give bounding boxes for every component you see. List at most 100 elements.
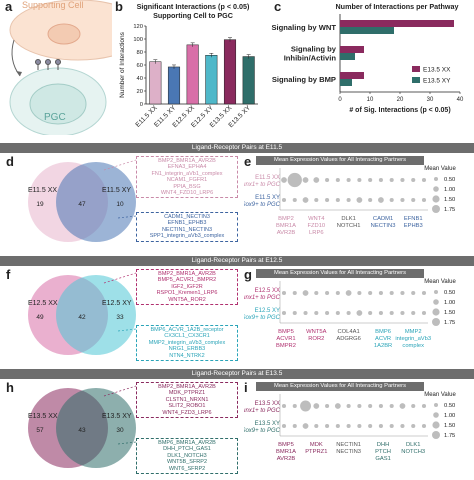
expression-dot	[292, 290, 297, 296]
cell-schematic	[9, 0, 112, 135]
chart-b-ytick-label: 100	[133, 37, 143, 43]
dot-row-sublabel: Runx1+ to PGC	[244, 182, 281, 188]
expression-dot	[325, 403, 330, 409]
expression-dot	[368, 403, 373, 409]
expression-dot	[314, 197, 319, 203]
dot-column-label: NECTIN3	[371, 223, 396, 229]
venn-xy-count: 33	[116, 314, 124, 321]
ligand-receptor-icons	[35, 59, 61, 70]
chart-c-bar	[340, 79, 352, 86]
ligand-receptor-pair: EFNA3_EPHA4	[167, 164, 207, 171]
expression-dot	[411, 177, 416, 183]
supporting-cell-nucleus	[47, 23, 81, 45]
chart-c-category-label: Signaling by BMP	[272, 75, 336, 84]
venn-shared-count: 47	[78, 201, 86, 208]
expression-dot	[411, 197, 416, 203]
chart-b-ytick-label: 120	[133, 24, 143, 30]
expression-dot	[400, 423, 405, 429]
ligand-receptor-pair: NCAM1_FGFR1	[166, 177, 208, 184]
expression-dot	[399, 403, 406, 409]
venn-shared-count: 43	[78, 427, 86, 434]
ligand-receptor-pair: DLK1_NOTCH3	[167, 452, 207, 459]
expression-dot	[281, 403, 287, 409]
xy-specific-pairs: BMP6_ACVR_1A2B_receptor CX3CL1_CX3CR1 MMP2…	[136, 325, 238, 362]
chart-b-ytick-label: 20	[137, 89, 143, 95]
dot-letter: g	[244, 267, 252, 282]
dot-column-label: WNT5A	[306, 329, 326, 335]
ligand-receptor-pair: BMP6_BMR1A_AVR2B	[158, 440, 216, 446]
venn-letter: f	[6, 267, 11, 282]
legend-title: Mean Value	[424, 392, 456, 398]
venn-xy-label: E12.5 XY	[102, 300, 132, 307]
expression-dot	[325, 290, 330, 296]
expression-dot	[421, 403, 427, 409]
dot-column-label: LRP6	[309, 230, 324, 236]
expression-dot	[411, 403, 416, 409]
expression-dot	[378, 177, 383, 183]
dot-row-sublabel: Sox9+ to PGC	[244, 315, 281, 321]
expression-dot	[378, 290, 383, 296]
expression-dot	[314, 423, 319, 429]
ligand-receptor-pair: NECTIN1_NECTIN3	[161, 226, 213, 233]
chart-b-title: Significant Interactions (p < 0.05)	[136, 2, 250, 11]
dot-column-label: ROR2	[308, 336, 324, 342]
expression-dot	[292, 423, 297, 429]
ligand-receptor-pair: BMP2_BMR1A_AVR2B	[158, 384, 216, 390]
dot-column-label: BMP5	[278, 442, 294, 448]
legend-dot	[433, 186, 439, 192]
expression-dot	[357, 290, 362, 296]
ligand-receptor-pair: BMP2_BMR1A_AVR2B	[158, 158, 216, 164]
dot-column-label: AVR2B	[277, 456, 296, 462]
dot-column-label: NECTIN1	[336, 442, 361, 448]
legend-value: 1.75	[444, 320, 455, 326]
expression-dot	[292, 310, 297, 316]
expression-dot	[335, 290, 340, 296]
venn-xy-label: E13.5 XY	[102, 413, 132, 420]
dot-row-sublabel: Sox9+ to PGC	[244, 202, 281, 208]
venn-xx-label: E12.5 XX	[28, 300, 58, 307]
expression-dot	[287, 172, 302, 188]
expression-dot	[368, 290, 373, 296]
chart-c-xtick-label: 20	[397, 97, 404, 103]
dot-column-label: WNT4	[308, 216, 325, 222]
chart-c-category-label: Signaling by WNT	[271, 23, 336, 32]
expression-dot	[389, 423, 394, 429]
dot-column-label: EPHB3	[404, 223, 423, 229]
xy-specific-pairs: CADM1_NECTIN3 EFNB1_EPHB3 NECTIN1_NECTIN3 S…	[136, 212, 238, 242]
legend-value: 1.50	[444, 310, 455, 316]
expression-dot	[368, 310, 373, 316]
venn-diagram: E13.5 XX E13.5 XY 57 43 30	[28, 385, 137, 468]
chart-c-xlabel: # of Sig. Interactions (p < 0.05)	[349, 107, 450, 114]
ligand-receptor-pair: BMP2_BMR1A_AVR2B	[158, 271, 216, 277]
dot-column-label: ADGRG6	[336, 336, 360, 342]
dot-column-label: BMR1A	[276, 223, 296, 229]
panel-c: c Number of Interactions per Pathway 0 10…	[262, 0, 474, 140]
chart-b-ytick-label: 60	[137, 63, 143, 69]
expression-dot	[302, 177, 309, 183]
expression-dot	[281, 177, 287, 183]
expression-dot	[325, 310, 330, 316]
xy-specific-pairs: BMP6_BMR1A_AVR2B DHH_PTCH_GAS1 DLK1_NOTCH3…	[136, 438, 238, 475]
ligand-receptor-pair: MDK_PTPRZ1	[168, 390, 206, 397]
ligand-receptor-pair: WNT4_FZD3_LRP6	[162, 409, 212, 416]
venn-connector	[117, 215, 137, 219]
expression-dot	[400, 290, 405, 296]
panel-b: b Significant Interactions (p < 0.05) Su…	[112, 0, 262, 140]
dot-column-label: ACVR	[375, 336, 391, 342]
ligand-receptor-pair: WNT4_FZD10_LRP6	[160, 190, 214, 197]
ligand-receptor-pair: WNT6_SFRP2	[168, 465, 206, 472]
venn-xy-circle	[56, 162, 136, 242]
supporting-cell-label: Supporting Cell	[22, 0, 84, 10]
chart-c-legend-label: E13.5 XX	[423, 67, 451, 74]
dot-column-label: EFNB1	[404, 216, 423, 222]
expression-dot	[389, 177, 394, 183]
legend-value: 1.50	[444, 423, 455, 429]
legend-dot	[433, 299, 439, 305]
expression-dot	[368, 177, 373, 183]
expression-dot	[389, 403, 394, 409]
expression-dot	[400, 177, 405, 183]
row-0: d e E11.5 XX E11.5 XY 19 47 10 BMP2_BMR1A_AVR2B…	[0, 154, 474, 254]
ligand-receptor-pair: FN1_integrin_aVb1_complex	[151, 170, 223, 177]
dot-plot-title: Mean Expression Values for All Interacti…	[256, 156, 424, 165]
expression-dot	[292, 403, 297, 409]
